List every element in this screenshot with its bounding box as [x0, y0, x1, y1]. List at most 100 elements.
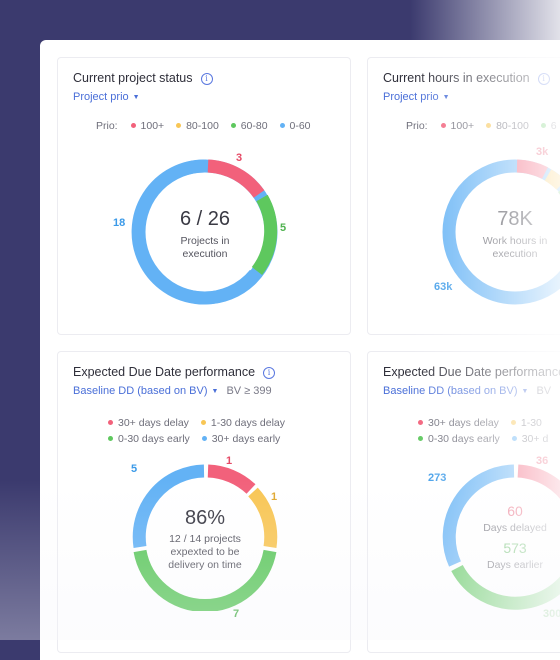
- donut-chart: [132, 464, 278, 611]
- legend-item: 80-100: [486, 120, 529, 132]
- center-value: 78K: [497, 208, 533, 230]
- card-title: Current hours in execution i: [383, 71, 550, 85]
- legend-dot-icon: [418, 436, 423, 441]
- segment-green[interactable]: [133, 549, 277, 611]
- caret-down-icon: ▼: [132, 94, 140, 101]
- segment-label-blue: 63k: [434, 281, 453, 293]
- card-title: Expected Due Date performance: [383, 365, 560, 379]
- days-earlier-value: 573: [503, 540, 527, 556]
- legend: 30+ days delay 1-30 days delay 0-30 days…: [108, 415, 294, 447]
- bv-filter[interactable]: BV: [536, 385, 552, 397]
- segment-label-blue: 18: [113, 217, 126, 229]
- baseline-dropdown[interactable]: Baseline DD (based on BV) ▼ BV: [383, 385, 552, 397]
- caret-down-icon: ▼: [442, 94, 450, 101]
- segment-red[interactable]: [207, 464, 256, 494]
- days-delayed-label: Days delayed: [483, 522, 547, 534]
- center-label: Projects in: [180, 235, 230, 247]
- segment-label-red: 3: [236, 152, 243, 164]
- segment-red[interactable]: [516, 159, 548, 179]
- legend-item: 30+ days early: [201, 433, 280, 445]
- chart-center: 60 Days delayed 573 Days earlier: [465, 503, 560, 572]
- segment-blue[interactable]: [132, 464, 205, 548]
- prio-dropdown[interactable]: Project prio ▼: [73, 91, 140, 103]
- chart-center: 6 / 26 Projects in execution: [155, 208, 255, 261]
- segment-label-green: 5: [280, 222, 287, 234]
- days-earlier-label: Days earlier: [486, 559, 544, 571]
- center-label: expexted to be: [170, 546, 240, 558]
- legend-dot-icon: [486, 123, 492, 128]
- info-icon[interactable]: i: [263, 367, 276, 379]
- caret-down-icon: ▼: [521, 388, 529, 395]
- legend-item: 30+ d: [511, 433, 548, 445]
- card-title: Expected Due Date performance i: [73, 365, 276, 379]
- bv-filter[interactable]: BV ≥ 399: [226, 385, 272, 397]
- days-delayed-value: 60: [507, 503, 523, 519]
- legend-dot-icon: [200, 420, 206, 425]
- segment-label-red: 36: [536, 455, 549, 467]
- center-label: Work hours in: [482, 235, 548, 247]
- info-icon[interactable]: i: [537, 73, 550, 85]
- due-date-card: Expected Due Date performance i Baseline …: [57, 351, 351, 653]
- center-label: delivery on time: [168, 559, 242, 571]
- center-label: 12 / 14 projects: [169, 533, 241, 545]
- segment-label-green: 7: [233, 608, 240, 620]
- hours-card: Current hours in execution i Project prio…: [367, 57, 560, 335]
- center-label: execution: [182, 248, 228, 260]
- legend-item: 80-100: [176, 120, 219, 132]
- legend-dot-icon: [440, 123, 446, 128]
- segment-label-red: 3k: [536, 146, 549, 158]
- legend: 30+ days delay 1-30 0-30 days early 30+ …: [418, 415, 557, 447]
- legend-item: 30+ days delay: [418, 417, 499, 429]
- legend-dot-icon: [201, 436, 207, 441]
- legend-dot-icon: [230, 123, 236, 128]
- segment-label-blue: 273: [428, 472, 447, 484]
- segment-blue[interactable]: [131, 159, 261, 305]
- legend-item: 30+ days delay: [108, 417, 189, 429]
- baseline-dropdown[interactable]: Baseline DD (based on BV) ▼ BV ≥ 399: [73, 385, 272, 397]
- center-label: execution: [492, 248, 538, 260]
- info-icon[interactable]: i: [200, 73, 213, 85]
- legend-dot-icon: [418, 420, 423, 425]
- legend-prefix: Prio:: [406, 120, 428, 132]
- segment-label-red: 1: [226, 455, 233, 467]
- legend-item: 1-30 days delay: [200, 417, 285, 429]
- legend-dot-icon: [279, 123, 285, 128]
- legend-dot-icon: [510, 420, 516, 425]
- chart-center: 86% 12 / 14 projects expexted to be deli…: [150, 507, 260, 572]
- legend-item: 100+: [130, 120, 164, 132]
- legend-item: 6: [540, 120, 557, 132]
- legend-dot-icon: [130, 123, 136, 128]
- donut-chart: [131, 159, 278, 305]
- legend-dot-icon: [540, 123, 546, 128]
- segment-yellow[interactable]: [544, 169, 560, 190]
- segment-green[interactable]: [251, 194, 278, 275]
- segment-label-blue: 5: [131, 463, 138, 475]
- legend-dot-icon: [176, 123, 182, 128]
- prio-dropdown[interactable]: Project prio ▼: [383, 91, 450, 103]
- segment-label-yellow: 1: [271, 491, 278, 503]
- legend-item: 0-30 days early: [418, 433, 500, 445]
- due-date-days-card: Expected Due Date performance Baseline D…: [367, 351, 560, 653]
- caret-down-icon: ▼: [211, 388, 219, 395]
- chart-center: 78K Work hours in execution: [465, 208, 560, 261]
- legend-item: 0-60: [279, 120, 311, 132]
- legend-item: 0-30 days early: [108, 433, 190, 445]
- segment-label-green: 300: [543, 608, 560, 620]
- segment-yellow[interactable]: [248, 487, 278, 548]
- legend-item: 60-80: [230, 120, 268, 132]
- segment-red[interactable]: [207, 159, 265, 198]
- legend-item: 1-30: [510, 417, 542, 429]
- legend-dot-icon: [108, 420, 113, 425]
- legend-dot-icon: [511, 436, 517, 441]
- legend-prefix: Prio:: [96, 120, 118, 132]
- legend: Prio: 100+ 80-100 6: [406, 120, 560, 132]
- center-value: 6 / 26: [179, 208, 231, 230]
- legend-item: 100+: [440, 120, 474, 132]
- segment-red[interactable]: [517, 464, 560, 503]
- legend-dot-icon: [108, 436, 113, 441]
- center-value: 86%: [184, 507, 226, 529]
- legend: Prio: 100+ 80-100 60-80 0-60: [96, 120, 320, 132]
- card-title: Current project status i: [73, 71, 213, 85]
- dashboard-panel: Current project status i Project prio ▼ Pr…: [40, 40, 560, 660]
- project-status-card: Current project status i Project prio ▼ Pr…: [57, 57, 351, 335]
